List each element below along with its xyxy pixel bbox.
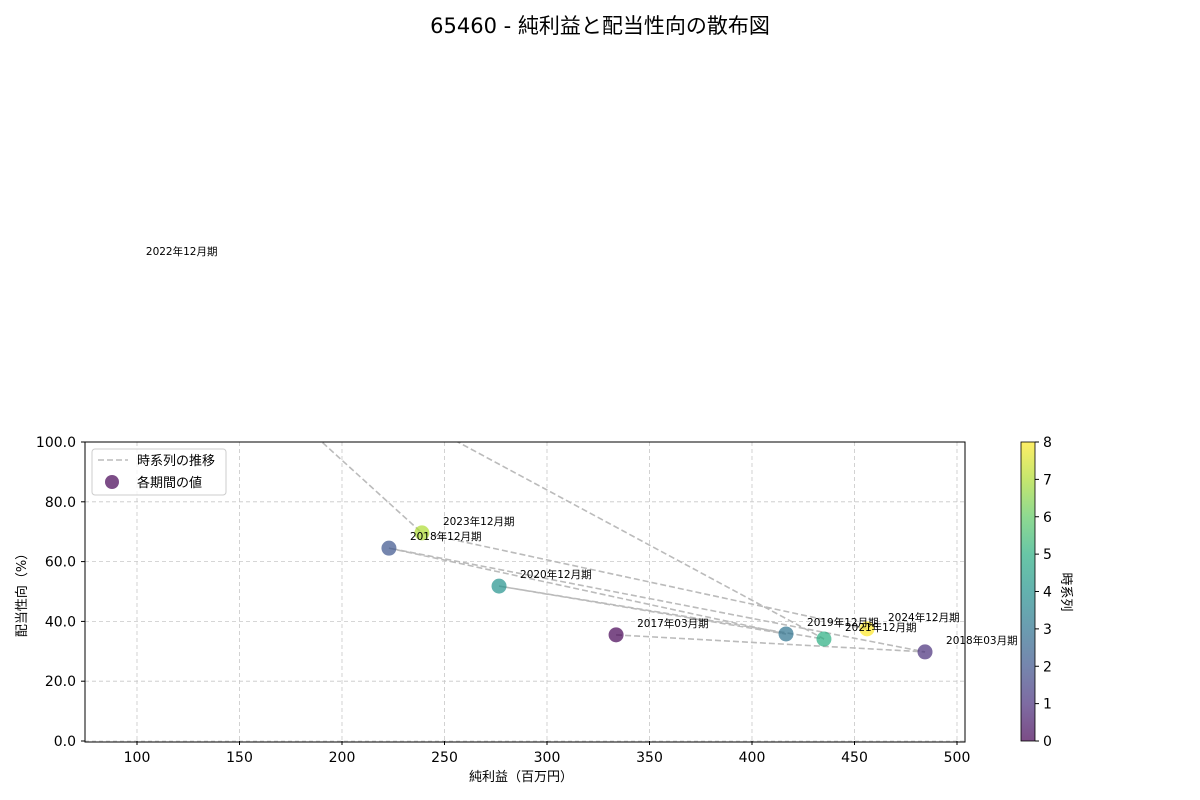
point-annotation: 2018年12月期 — [410, 530, 482, 543]
colorbar-gradient — [1021, 442, 1035, 741]
data-point[interactable] — [491, 578, 507, 594]
plot-frame — [84, 441, 966, 743]
x-tick-label: 100 — [124, 750, 151, 766]
x-tick-label: 400 — [739, 750, 766, 766]
colorbar-tick-label: 6 — [1043, 510, 1052, 526]
point-annotation: 2023年12月期 — [443, 515, 515, 528]
data-points — [381, 525, 933, 660]
y-tick-label: 60.0 — [45, 555, 76, 571]
colorbar-tick-label: 4 — [1043, 585, 1052, 601]
colorbar-tick-label: 1 — [1043, 697, 1052, 713]
x-axis-label: 純利益（百万円） — [469, 770, 573, 785]
data-point[interactable] — [816, 631, 832, 647]
chart-title: 65460 - 純利益と配当性向の散布図 — [430, 14, 770, 38]
x-tick-label: 450 — [841, 750, 868, 766]
trend-polyline — [320, 442, 926, 653]
data-point[interactable] — [414, 525, 430, 541]
x-tick-label: 200 — [329, 750, 356, 766]
data-point[interactable] — [917, 644, 933, 660]
x-axis-ticks: 100 150 200 250 300 350 400 450 500 — [124, 741, 971, 766]
y-tick-label: 20.0 — [45, 674, 76, 690]
y-tick-label: 40.0 — [45, 614, 76, 630]
point-annotation: 2017年03月期 — [637, 617, 709, 630]
legend-label-values: 各期間の値 — [137, 475, 202, 491]
point-annotation: 2021年12月期 — [845, 621, 917, 634]
colorbar-tick-label: 8 — [1043, 435, 1052, 451]
point-annotation: 2018年03月期 — [946, 634, 1018, 647]
time-series-line — [320, 442, 926, 653]
colorbar-tick-label: 0 — [1043, 734, 1052, 750]
x-tick-label: 350 — [636, 750, 663, 766]
point-annotation: 2022年12月期 — [146, 245, 218, 258]
y-tick-label: 100.0 — [36, 435, 76, 451]
data-point[interactable] — [778, 626, 794, 642]
point-annotation: 2024年12月期 — [888, 611, 960, 624]
point-annotation: 2020年12月期 — [520, 568, 592, 581]
data-point[interactable] — [859, 621, 875, 637]
colorbar-tick-label: 2 — [1043, 659, 1052, 675]
colorbar-tick-label: 5 — [1043, 547, 1052, 563]
data-point[interactable] — [608, 627, 624, 643]
colorbar-tick-label: 7 — [1043, 472, 1052, 488]
colorbar-label: 時系列 — [1058, 572, 1073, 611]
y-tick-label: 0.0 — [54, 734, 76, 750]
y-tick-label: 80.0 — [45, 495, 76, 511]
x-tick-label: 500 — [944, 750, 971, 766]
legend-marker-icon — [105, 475, 119, 489]
colorbar: 0 1 2 3 4 5 6 7 8 時系列 — [1020, 435, 1073, 750]
legend-label-trend: 時系列の推移 — [137, 454, 215, 469]
colorbar-ticks: 0 1 2 3 4 5 6 7 8 — [1035, 435, 1052, 750]
colorbar-tick-label: 3 — [1043, 622, 1052, 638]
legend: 時系列の推移 各期間の値 — [91, 448, 227, 496]
y-axis-label: 配当性向（%） — [14, 547, 30, 637]
point-annotation: 2019年12月期 — [807, 616, 879, 629]
x-tick-label: 150 — [226, 750, 253, 766]
y-axis-ticks: 0.0 20.0 40.0 60.0 80.0 100.0 — [36, 435, 85, 750]
point-annotations: 2017年03月期 2018年03月期 2018年12月期 2019年12月期 2020… — [146, 245, 1018, 647]
x-tick-label: 250 — [431, 750, 458, 766]
data-point[interactable] — [381, 540, 397, 556]
x-tick-label: 300 — [534, 750, 561, 766]
